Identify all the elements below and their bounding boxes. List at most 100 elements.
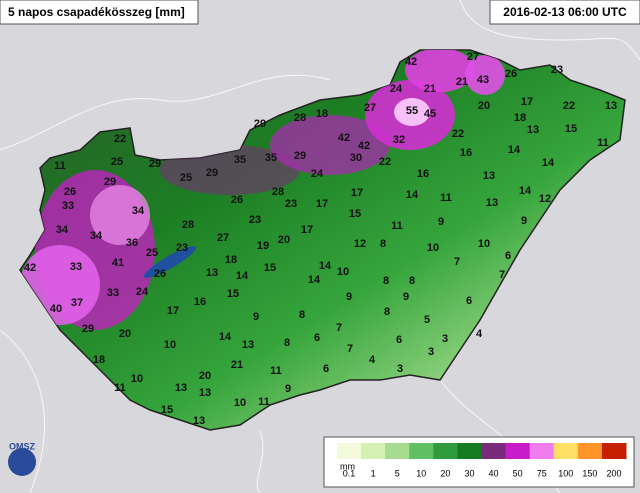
station-value: 13	[242, 339, 254, 351]
station-value: 17	[167, 305, 179, 317]
station-value: 15	[349, 208, 361, 220]
logo: OMSZ	[8, 441, 36, 476]
legend-swatch	[409, 443, 434, 459]
station-value: 25	[146, 247, 158, 259]
station-value: 7	[454, 256, 460, 268]
station-value: 6	[314, 332, 320, 344]
station-value: 18	[316, 108, 328, 120]
station-value: 22	[563, 100, 575, 112]
legend-label: 200	[606, 468, 621, 478]
station-value: 28	[182, 219, 194, 231]
station-value: 21	[456, 76, 468, 88]
station-value: 10	[234, 397, 246, 409]
station-value: 13	[193, 415, 205, 427]
station-value: 3	[442, 333, 448, 345]
station-value: 25	[111, 156, 123, 168]
legend-label: 0.1	[343, 468, 356, 478]
time-box	[489, 0, 640, 25]
station-value: 34	[56, 224, 69, 236]
station-value: 12	[539, 193, 551, 205]
station-value: 35	[265, 152, 277, 164]
legend-label: 150	[582, 468, 597, 478]
station-value: 16	[417, 168, 429, 180]
legend-label: 100	[558, 468, 573, 478]
legend: 0.1 1 5 10 20 30 40 50 75 100 150 200	[337, 443, 627, 478]
station-value: 26	[64, 186, 76, 198]
station-value: 8	[384, 306, 390, 318]
station-value: 7	[336, 322, 342, 334]
station-value: 22	[379, 156, 391, 168]
station-value: 13	[199, 387, 211, 399]
station-value: 10	[131, 373, 143, 385]
station-value: 32	[393, 134, 405, 146]
station-value: 42	[338, 132, 350, 144]
station-value: 13	[486, 197, 498, 209]
legend-label: 40	[489, 468, 499, 478]
station-value: 40	[50, 303, 62, 315]
station-value: 29	[294, 150, 306, 162]
station-value: 4	[369, 354, 376, 366]
station-value: 12	[354, 238, 366, 250]
station-value: 11	[270, 365, 282, 377]
lake-balaton	[143, 246, 197, 278]
station-value: 9	[285, 383, 291, 395]
station-value: 28	[272, 186, 284, 198]
station-value: 9	[253, 311, 259, 323]
station-value: 11	[597, 137, 609, 149]
station-value: 29	[104, 176, 116, 188]
station-value: 6	[323, 363, 329, 375]
station-value: 10	[427, 242, 439, 254]
station-value: 42	[405, 56, 417, 68]
station-value: 18	[225, 254, 237, 266]
station-value: 9	[346, 291, 352, 303]
station-value: 20	[199, 370, 211, 382]
station-value: 14	[542, 157, 555, 169]
station-value: 15	[565, 123, 577, 135]
logo-text: OMSZ	[9, 441, 36, 451]
legend-unit: mm	[340, 461, 355, 471]
station-value: 27	[364, 102, 376, 114]
station-value: 42	[24, 262, 36, 274]
station-value: 17	[316, 198, 328, 210]
station-value: 20	[278, 234, 290, 246]
station-value: 41	[112, 257, 124, 269]
station-value: 11	[114, 382, 126, 394]
legend-label: 75	[537, 468, 547, 478]
station-value: 14	[219, 331, 232, 343]
station-value: 55	[406, 105, 418, 117]
station-value: 21	[231, 359, 243, 371]
station-value: 11	[440, 192, 452, 204]
station-value: 33	[70, 261, 82, 273]
station-value: 14	[508, 144, 521, 156]
station-value: 6	[466, 295, 472, 307]
title-box	[0, 0, 199, 25]
legend-swatch	[601, 443, 627, 459]
station-value: 30	[350, 152, 362, 164]
station-value: 3	[397, 363, 403, 375]
station-value: 23	[249, 214, 261, 226]
station-value: 17	[351, 187, 363, 199]
station-value: 7	[347, 343, 353, 355]
station-value: 14	[236, 270, 249, 282]
legend-swatch	[481, 443, 507, 459]
legend-swatch	[337, 443, 362, 459]
station-value: 26	[154, 268, 166, 280]
station-value: 18	[514, 112, 526, 124]
station-value: 13	[527, 124, 539, 136]
legend-label: 10	[416, 468, 426, 478]
legend-swatch	[553, 443, 579, 459]
legend-swatch	[577, 443, 603, 459]
title: 5 napos csapadékösszeg [mm]	[8, 5, 185, 19]
station-value: 25	[180, 172, 192, 184]
station-value: 15	[264, 262, 276, 274]
station-value: 9	[403, 291, 409, 303]
station-value: 23	[551, 64, 563, 76]
logo-mark	[8, 448, 36, 476]
station-value: 27	[467, 51, 479, 63]
station-value: 34	[90, 230, 103, 242]
station-value: 45	[424, 108, 436, 120]
station-value: 3	[428, 346, 434, 358]
station-value: 33	[62, 200, 74, 212]
station-value: 22	[114, 133, 126, 145]
